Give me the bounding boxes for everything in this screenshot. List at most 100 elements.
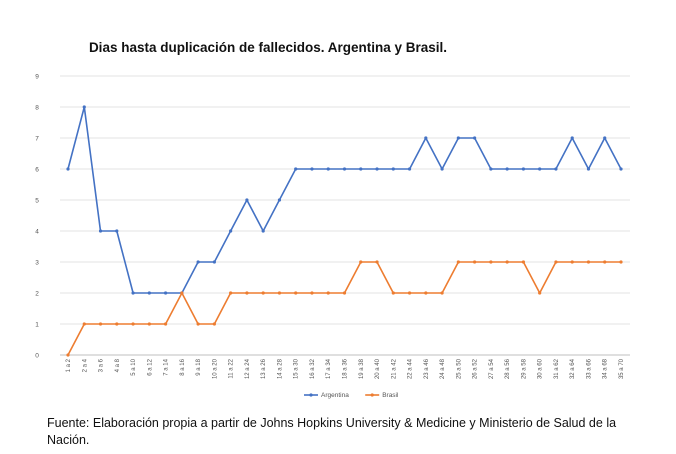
x-tick-label: 1 a 2 [66, 358, 72, 372]
x-tick-label: 17 a 34 [326, 358, 332, 379]
x-tick-label: 25 a 50 [456, 358, 462, 379]
x-tick-label: 21 a 42 [391, 358, 397, 379]
x-tick-label: 4 a 8 [115, 358, 121, 372]
data-point-argentina [489, 167, 493, 171]
gridlines [60, 75, 630, 356]
series-brasil [66, 260, 623, 357]
data-point-brasil [212, 322, 216, 326]
x-tick-label: 32 a 64 [570, 358, 576, 379]
data-point-brasil [277, 291, 282, 295]
data-point-brasil [603, 260, 607, 264]
data-point-argentina [456, 136, 460, 140]
data-point-brasil [359, 260, 363, 264]
data-point-argentina [391, 167, 395, 171]
data-point-argentina [82, 105, 86, 109]
data-point-brasil [521, 260, 526, 264]
data-point-brasil [66, 353, 70, 357]
y-tick-label: 6 [35, 167, 39, 174]
data-point-argentina [473, 136, 477, 140]
x-tick-label: 30 a 60 [538, 358, 544, 379]
x-tick-label: 24 a 48 [440, 358, 446, 379]
data-point-brasil [82, 322, 86, 326]
data-point-brasil [180, 291, 184, 295]
x-tick-label: 11 a 22 [229, 358, 235, 378]
data-point-brasil [407, 291, 412, 295]
data-point-argentina [245, 198, 249, 202]
data-point-argentina [424, 136, 428, 140]
data-point-brasil [342, 291, 347, 295]
data-point-argentina [505, 167, 509, 171]
data-point-brasil [586, 260, 591, 264]
x-tick-label: 27 a 54 [489, 358, 495, 379]
x-tick-label: 15 a 30 [294, 358, 300, 379]
data-point-brasil [505, 260, 509, 264]
data-point-brasil [326, 291, 330, 295]
data-point-brasil [489, 260, 493, 264]
chart-title: Dias hasta duplicación de fallecidos. Ar… [89, 40, 447, 55]
data-point-argentina [261, 229, 265, 233]
data-point-argentina [310, 167, 314, 171]
data-point-brasil [456, 260, 460, 264]
x-tick-label: 3 a 6 [99, 358, 105, 372]
x-tick-label: 12 a 24 [245, 358, 251, 379]
y-tick-label: 1 [35, 322, 39, 329]
x-tick-label: 2 a 4 [82, 358, 88, 372]
x-tick-label: 28 a 56 [505, 358, 511, 379]
y-tick-label: 8 [35, 105, 39, 112]
data-point-argentina [115, 229, 119, 233]
data-point-brasil [570, 260, 574, 264]
data-point-argentina [538, 167, 542, 171]
data-point-argentina [619, 167, 623, 171]
data-point-brasil [619, 260, 623, 264]
data-point-argentina [554, 167, 558, 171]
data-point-brasil [131, 322, 135, 326]
data-point-argentina [326, 167, 330, 171]
data-point-argentina [66, 167, 70, 171]
x-tick-label: 29 a 58 [521, 358, 527, 379]
data-point-brasil [245, 291, 249, 295]
data-point-brasil [196, 322, 200, 326]
data-point-brasil [375, 260, 379, 264]
x-tick-label: 20 a 40 [375, 358, 381, 379]
x-tick-label: 14 a 28 [277, 358, 283, 379]
data-point-argentina [294, 167, 298, 171]
data-point-brasil [229, 291, 233, 295]
x-tick-label: 8 a 16 [180, 358, 186, 375]
x-tick-label: 5 a 10 [131, 358, 137, 375]
x-tick-label: 19 a 38 [359, 358, 365, 379]
x-tick-label: 22 a 44 [408, 358, 414, 379]
data-point-brasil [538, 291, 542, 295]
data-point-argentina [131, 291, 135, 295]
data-point-argentina [407, 167, 412, 171]
legend: Argentina Brasil [304, 392, 399, 399]
data-point-brasil [294, 291, 298, 295]
data-point-brasil [424, 291, 428, 295]
y-tick-label: 5 [35, 198, 39, 205]
data-point-argentina [359, 167, 363, 171]
data-point-argentina [342, 167, 347, 171]
data-point-brasil [115, 322, 119, 326]
series-line-brasil [67, 261, 621, 356]
data-point-brasil [391, 291, 395, 295]
x-tick-label: 34 a 68 [603, 358, 609, 379]
series [66, 105, 623, 357]
x-axis-ticks: 1 a 2 2 a 4 3 a 6 4 a 8 5 a 10 6 a 12 7 a 14 8 … [66, 358, 625, 379]
data-point-argentina [440, 167, 444, 171]
x-tick-label: 23 a 46 [424, 358, 430, 379]
data-point-argentina [603, 136, 607, 140]
legend-marker-brasil [370, 393, 374, 397]
y-tick-label: 4 [35, 229, 39, 236]
data-point-argentina [277, 198, 282, 202]
data-point-brasil [261, 291, 265, 295]
x-tick-label: 26 a 52 [473, 358, 479, 379]
data-point-argentina [147, 291, 151, 295]
source-caption: Fuente: Elaboración propia a partir de J… [47, 416, 617, 447]
chart: Dias hasta duplicación de fallecidos. Ar… [35, 40, 630, 399]
x-tick-label: 35 a 70 [619, 358, 625, 379]
x-tick-label: 16 a 32 [310, 358, 316, 379]
y-tick-label: 9 [35, 74, 39, 81]
data-point-argentina [375, 167, 379, 171]
x-tick-label: 31 a 62 [554, 358, 560, 379]
x-tick-label: 6 a 12 [147, 358, 153, 375]
x-tick-label: 13 a 26 [261, 358, 267, 379]
